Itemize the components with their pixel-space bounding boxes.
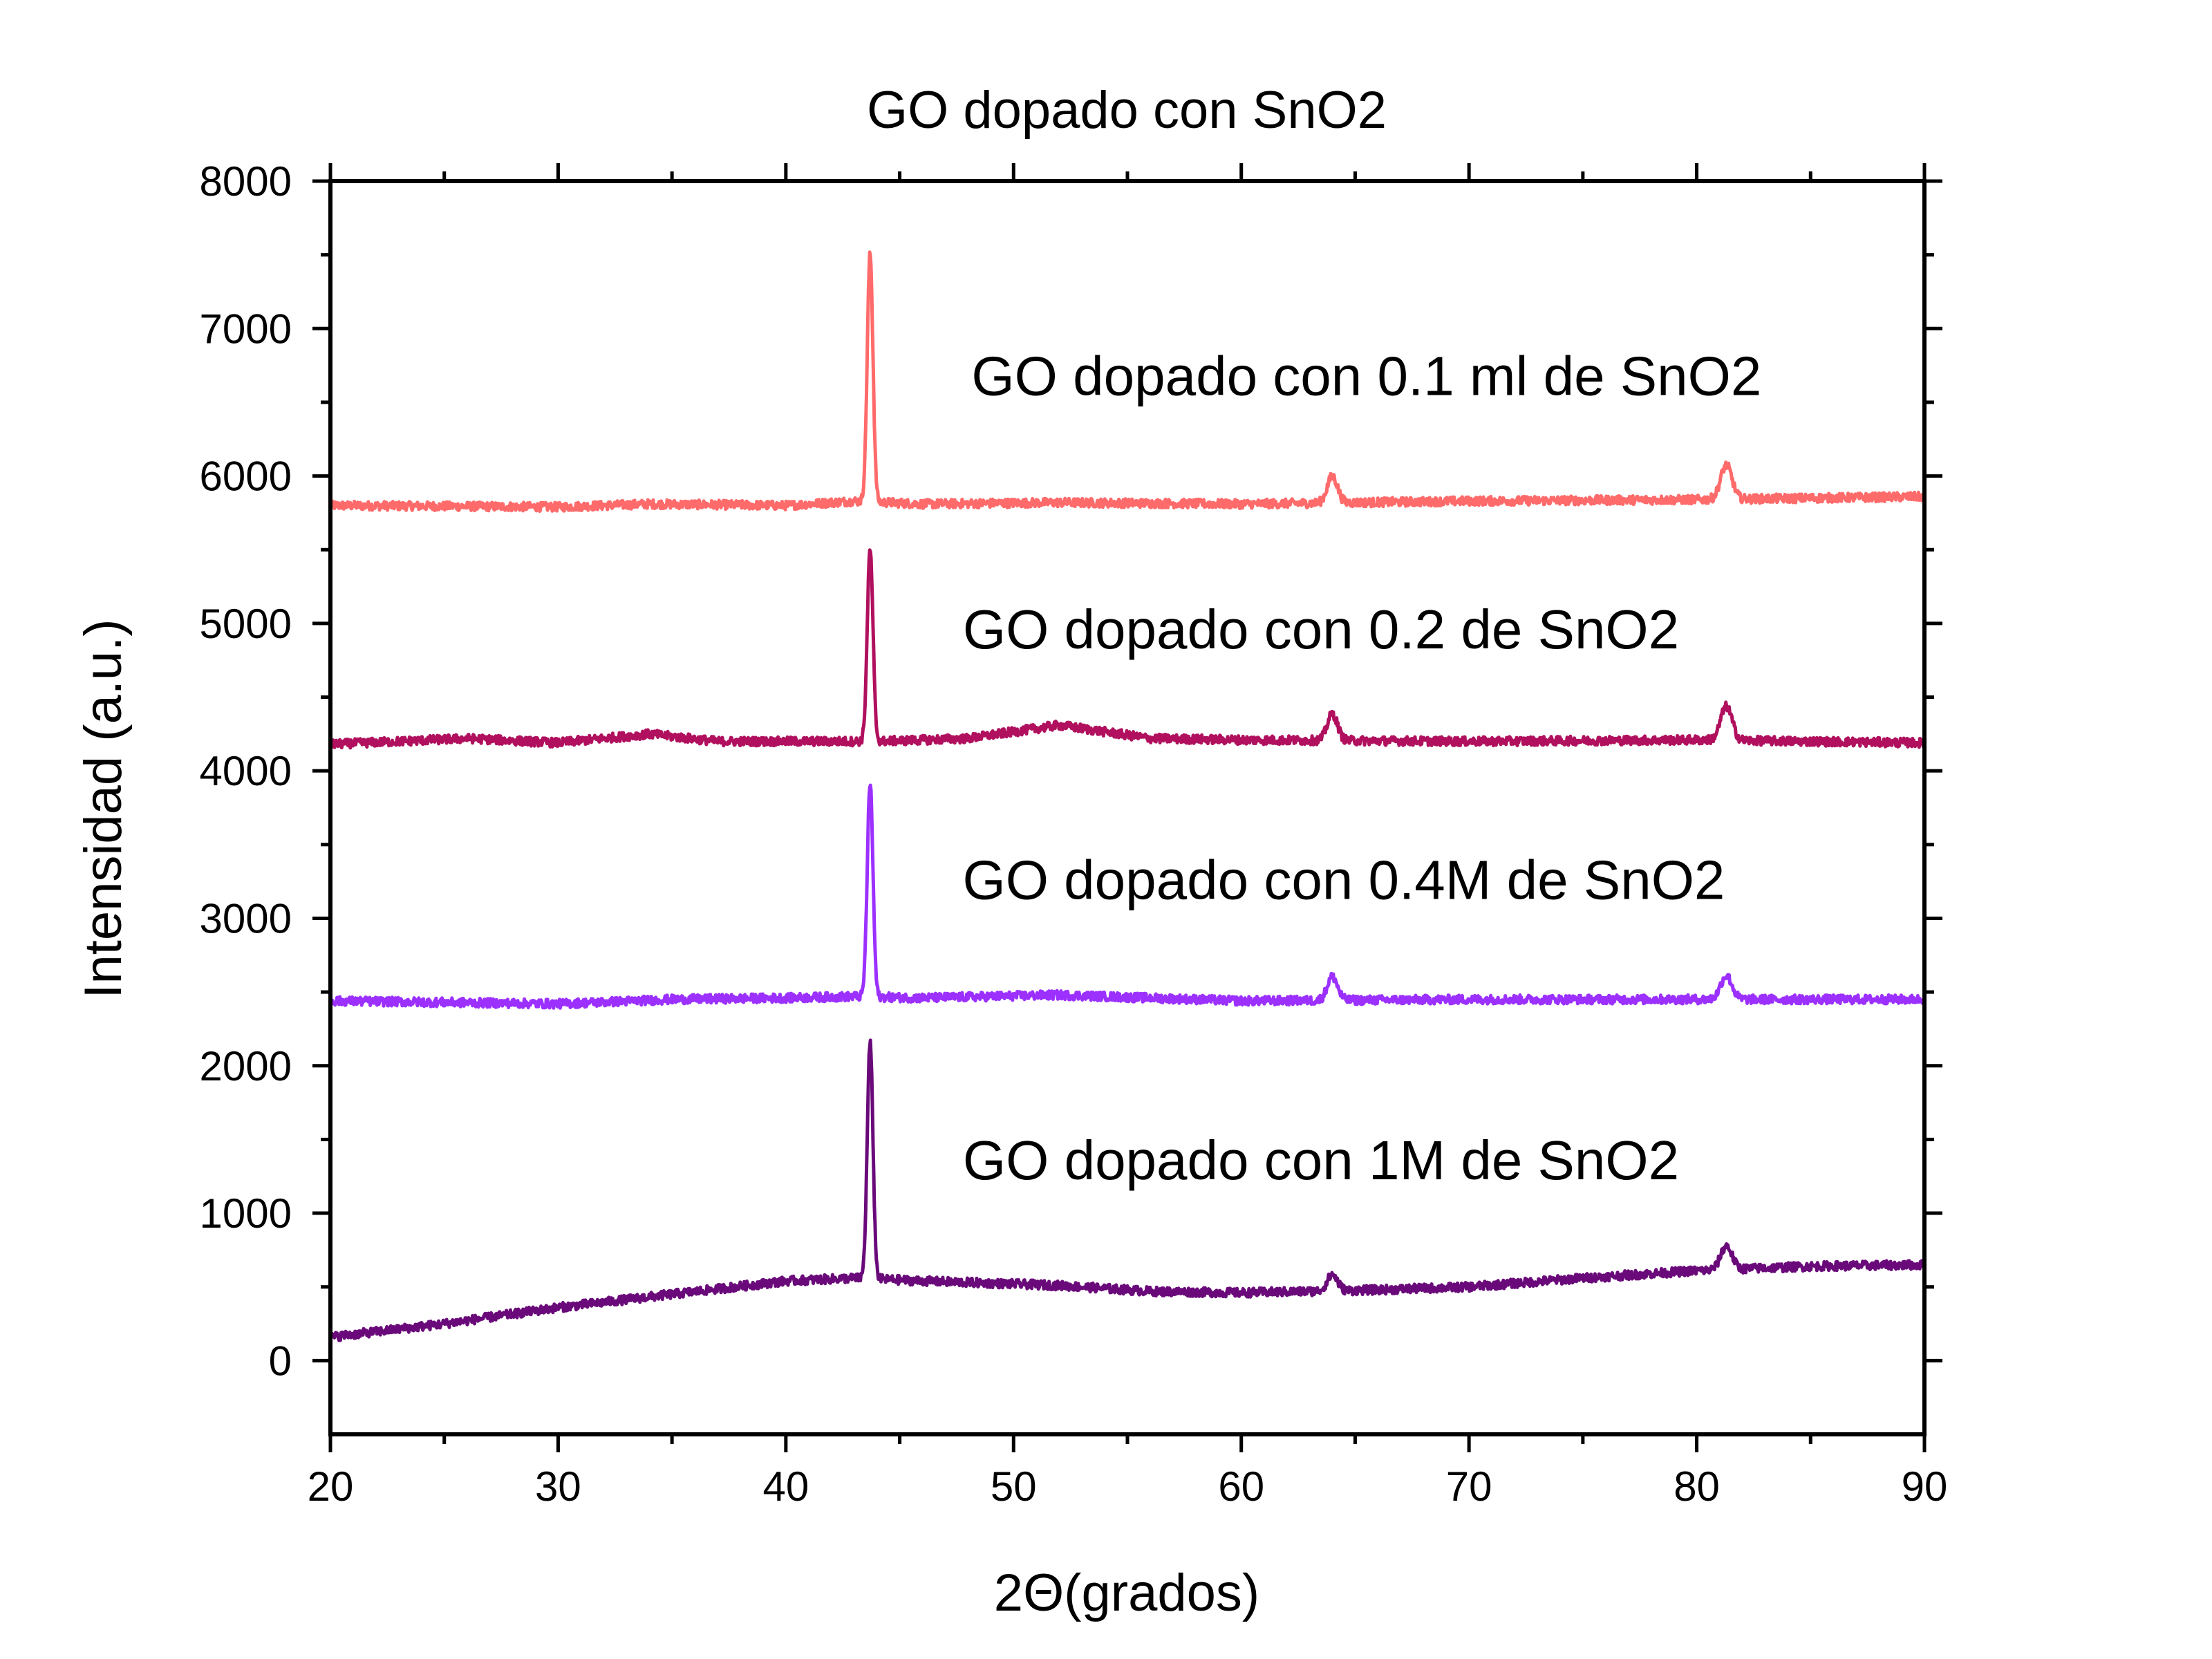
x-tick-label: 60 [1218,1463,1264,1510]
annotation-layer: GO dopado con 0.1 ml de SnO2 GO dopado co… [962,345,1761,1191]
y-tick-label: 0 [269,1338,292,1384]
series-line-2 [329,548,1927,750]
series-annotation-2: GO dopado con 0.2 de SnO2 [963,599,1679,660]
series-layer [328,250,1927,1342]
y-tick-label: 3000 [200,895,292,941]
y-tick-label: 7000 [200,306,292,352]
series-annotation-3: GO dopado con 0.4M de SnO2 [962,850,1725,911]
series-line-3 [328,783,1926,1010]
x-axis-label: 2Θ(grados) [994,1564,1259,1622]
x-tick-label: 70 [1446,1463,1492,1510]
series-annotation-1: GO dopado con 0.1 ml de SnO2 [971,345,1761,406]
x-tick-label: 90 [1902,1463,1948,1510]
x-tick-label: 50 [991,1463,1037,1510]
x-tick-label: 40 [762,1463,809,1510]
x-tick-label: 80 [1674,1463,1720,1510]
y-tick-label: 2000 [200,1043,292,1089]
y-tick-label: 4000 [200,748,292,794]
x-tick-label: 30 [535,1463,581,1510]
axes: 20 30 40 50 60 70 80 90 0 1000 2000 3000 4000 5000 600… [200,158,1948,1510]
x-tick-label: 20 [308,1463,354,1510]
y-axis-label: Intensidad (a.u.) [74,619,133,998]
y-tick-label: 8000 [200,158,292,205]
y-tick-label: 1000 [200,1190,292,1237]
series-line-1 [328,250,1926,514]
series-annotation-4: GO dopado con 1M de SnO2 [963,1130,1679,1191]
chart-title: GO dopado con SnO2 [867,81,1387,140]
y-tick-label: 5000 [200,601,292,647]
series-line-4 [328,1038,1926,1342]
y-tick-label: 6000 [200,453,292,500]
